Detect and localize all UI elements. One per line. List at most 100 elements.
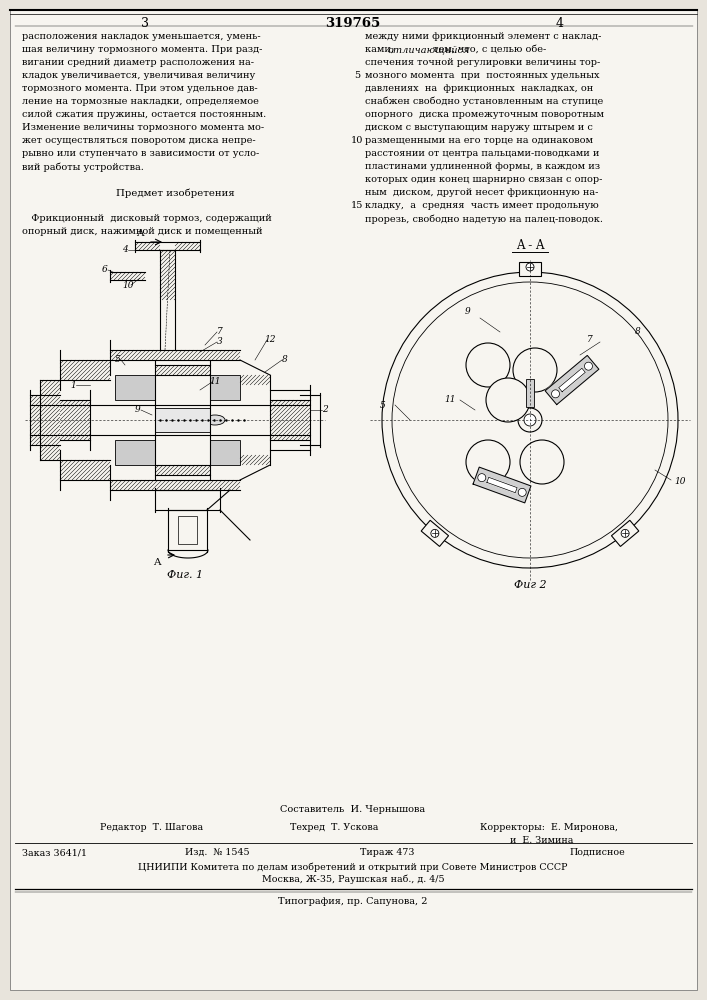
Text: шая величину тормозного момента. При разд-: шая величину тормозного момента. При раз…: [22, 45, 262, 54]
Text: опорный диск, нажимной диск и помещенный: опорный диск, нажимной диск и помещенный: [22, 227, 262, 236]
Text: тем, что, с целью обе-: тем, что, с целью обе-: [431, 45, 547, 54]
Bar: [210, 375, 240, 400]
Text: 10: 10: [674, 478, 686, 487]
Text: силой сжатия пружины, остается постоянным.: силой сжатия пружины, остается постоянны…: [22, 110, 267, 119]
Text: 1: 1: [70, 380, 76, 389]
Bar: [115, 440, 155, 465]
Bar: [526, 379, 534, 407]
Text: которых один конец шарнирно связан с опор-: которых один конец шарнирно связан с опо…: [365, 175, 602, 184]
Text: 4: 4: [556, 17, 564, 30]
Circle shape: [478, 474, 486, 482]
Bar: [519, 262, 541, 276]
Text: Корректоры:  Е. Миронова,: Корректоры: Е. Миронова,: [480, 823, 618, 832]
Circle shape: [513, 348, 557, 392]
Text: 8: 8: [282, 356, 288, 364]
Text: Изд.  № 1545: Изд. № 1545: [185, 848, 250, 857]
Circle shape: [466, 440, 510, 484]
Circle shape: [520, 440, 564, 484]
Bar: [210, 440, 240, 465]
Text: 15: 15: [351, 201, 363, 210]
Text: Составитель  И. Чернышова: Составитель И. Чернышова: [281, 805, 426, 814]
Text: 4: 4: [122, 245, 128, 254]
Text: жет осуществляться поворотом диска непре-: жет осуществляться поворотом диска непре…: [22, 136, 256, 145]
Text: 11: 11: [209, 377, 221, 386]
Text: Подписное: Подписное: [570, 848, 626, 857]
Text: A: A: [136, 229, 144, 238]
Text: ками,: ками,: [365, 45, 397, 54]
Circle shape: [466, 343, 510, 387]
Text: снабжен свободно установленным на ступице: снабжен свободно установленным на ступиц…: [365, 97, 603, 106]
Ellipse shape: [205, 415, 225, 425]
Text: спечения точной регулировки величины тор-: спечения точной регулировки величины тор…: [365, 58, 600, 67]
Text: 6: 6: [102, 265, 108, 274]
Text: Техред  Т. Ускова: Техред Т. Ускова: [290, 823, 378, 832]
Text: давлениях  на  фрикционных  накладках, он: давлениях на фрикционных накладках, он: [365, 84, 593, 93]
Text: вий работы устройства.: вий работы устройства.: [22, 162, 144, 172]
Text: Изменение величины тормозного момента мо-: Изменение величины тормозного момента мо…: [22, 123, 264, 132]
Polygon shape: [559, 368, 585, 392]
Circle shape: [526, 263, 534, 271]
Text: пластинами удлиненной формы, в каждом из: пластинами удлиненной формы, в каждом из: [365, 162, 600, 171]
Text: 9: 9: [135, 406, 141, 414]
Text: 10: 10: [122, 280, 134, 290]
Text: 11: 11: [444, 395, 456, 404]
Bar: [155, 408, 210, 432]
Text: 12: 12: [264, 336, 276, 344]
Text: Предмет изобретения: Предмет изобретения: [116, 188, 234, 198]
Text: Фиг 2: Фиг 2: [514, 580, 547, 590]
Text: Фиг. 1: Фиг. 1: [167, 570, 203, 580]
Text: прорезь, свободно надетую на палец-поводок.: прорезь, свободно надетую на палец-повод…: [365, 214, 603, 224]
Text: между ними фрикционный элемент с наклад-: между ними фрикционный элемент с наклад-: [365, 32, 602, 41]
Text: 7: 7: [217, 328, 223, 336]
Circle shape: [551, 390, 559, 398]
Text: и  Е. Зимина: и Е. Зимина: [510, 836, 573, 845]
Circle shape: [518, 408, 542, 432]
Text: Тираж 473: Тираж 473: [360, 848, 414, 857]
Text: отличающийся: отличающийся: [387, 45, 470, 54]
Text: ление на тормозные накладки, определяемое: ление на тормозные накладки, определяемо…: [22, 97, 259, 106]
Text: Редактор  Т. Шагова: Редактор Т. Шагова: [100, 823, 203, 832]
Text: 319765: 319765: [325, 17, 380, 30]
Text: Типография, пр. Сапунова, 2: Типография, пр. Сапунова, 2: [279, 897, 428, 906]
Polygon shape: [473, 467, 531, 503]
Text: 5: 5: [354, 71, 360, 80]
Text: мозного момента  при  постоянных удельных: мозного момента при постоянных удельных: [365, 71, 600, 80]
Text: опорного  диска промежуточным поворотным: опорного диска промежуточным поворотным: [365, 110, 604, 119]
Text: кладку,  а  средняя  часть имеет продольную: кладку, а средняя часть имеет продольную: [365, 201, 599, 210]
Polygon shape: [487, 477, 517, 493]
Circle shape: [621, 529, 629, 537]
Text: A - A: A - A: [515, 239, 544, 252]
Bar: [612, 520, 639, 546]
Circle shape: [518, 488, 526, 496]
Bar: [421, 520, 448, 546]
Text: 9: 9: [465, 308, 471, 316]
Circle shape: [524, 414, 536, 426]
Text: 5: 5: [380, 400, 386, 410]
Text: расстоянии от центра пальцами-поводками и: расстоянии от центра пальцами-поводками …: [365, 149, 600, 158]
Text: ным  диском, другой несет фрикционную на-: ным диском, другой несет фрикционную на-: [365, 188, 598, 197]
Text: Фрикционный  дисковый тормоз, содержащий: Фрикционный дисковый тормоз, содержащий: [22, 214, 271, 223]
Text: расположения накладок уменьшается, умень-: расположения накладок уменьшается, умень…: [22, 32, 261, 41]
Bar: [115, 375, 155, 400]
Text: ЦНИИПИ Комитета по делам изобретений и открытий при Совете Министров СССР: ЦНИИПИ Комитета по делам изобретений и о…: [139, 862, 568, 871]
Text: 7: 7: [587, 336, 593, 344]
Text: кладок увеличивается, увеличивая величину: кладок увеличивается, увеличивая величин…: [22, 71, 255, 80]
Circle shape: [585, 362, 592, 370]
Polygon shape: [545, 355, 599, 405]
Text: тормозного момента. При этом удельное дав-: тормозного момента. При этом удельное да…: [22, 84, 257, 93]
Text: рывно или ступенчато в зависимости от усло-: рывно или ступенчато в зависимости от ус…: [22, 149, 259, 158]
Text: 2: 2: [322, 406, 328, 414]
Text: вигании средний диаметр расположения на-: вигании средний диаметр расположения на-: [22, 58, 254, 67]
Text: 3: 3: [217, 338, 223, 347]
Text: диском с выступающим наружу штырем и с: диском с выступающим наружу штырем и с: [365, 123, 593, 132]
Text: Москва, Ж-35, Раушская наб., д. 4/5: Москва, Ж-35, Раушская наб., д. 4/5: [262, 875, 444, 884]
Bar: [178, 516, 197, 544]
Text: 3: 3: [141, 17, 149, 30]
Circle shape: [486, 378, 530, 422]
Text: размещенными на его торце на одинаковом: размещенными на его торце на одинаковом: [365, 136, 593, 145]
Circle shape: [431, 529, 439, 537]
Text: 5: 5: [115, 356, 121, 364]
Text: Заказ 3641/1: Заказ 3641/1: [22, 848, 87, 857]
Text: A: A: [153, 558, 160, 567]
Text: 8: 8: [635, 328, 641, 336]
